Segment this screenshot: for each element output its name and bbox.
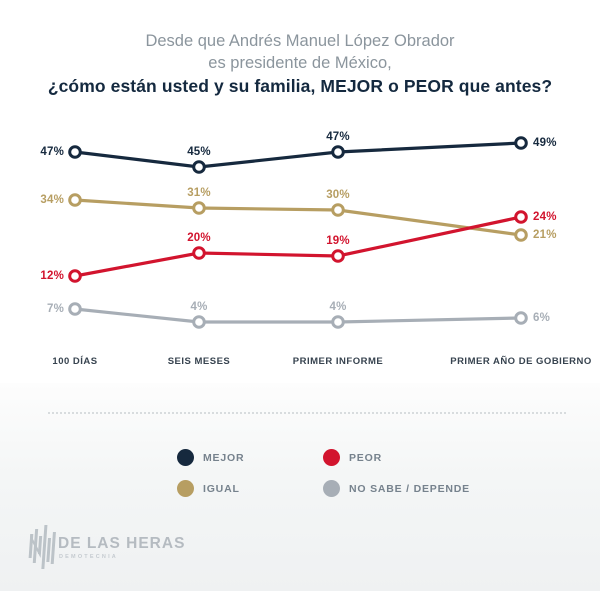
data-point-peor-1	[194, 248, 205, 259]
data-point-label-no-sabe-depende-2: 4%	[329, 301, 346, 313]
data-point-label-peor-3: 24%	[533, 211, 557, 223]
legend-item-mejor: MEJOR	[177, 449, 323, 466]
legend-label-igual: IGUAL	[203, 483, 240, 495]
x-axis-label-2: PRIMER INFORME	[293, 356, 383, 367]
x-axis-label-1: SEIS MESES	[168, 356, 231, 367]
series-line-no-sabe-depende	[75, 309, 521, 322]
data-point-mejor-0	[70, 147, 81, 158]
data-point-label-igual-1: 31%	[187, 187, 211, 199]
infographic-page: Desde que Andrés Manuel López Obrador es…	[0, 0, 600, 591]
data-point-label-igual-3: 21%	[533, 229, 557, 241]
x-axis-label-3: PRIMER AÑO DE GOBIERNO	[450, 356, 592, 367]
data-point-label-no-sabe-depende-0: 7%	[47, 303, 64, 315]
data-point-label-peor-0: 12%	[40, 270, 64, 282]
chart-legend: MEJOR PEOR IGUAL NO SABE / DEPENDE	[177, 442, 470, 504]
data-point-mejor-3	[516, 138, 527, 149]
brand-subtitle: DEMOTECNIA	[59, 554, 118, 560]
series-line-mejor	[75, 143, 521, 167]
data-point-peor-0	[70, 271, 81, 282]
data-point-label-no-sabe-depende-1: 4%	[190, 301, 207, 313]
legend-swatch-igual	[177, 480, 194, 497]
x-axis-label-0: 100 DÍAS	[52, 356, 97, 367]
legend-swatch-no-sabe-depende	[323, 480, 340, 497]
legend-item-igual: IGUAL	[177, 480, 323, 497]
chart-svg	[0, 110, 600, 380]
title-line-2: es presidente de México,	[0, 53, 600, 75]
data-point-igual-1	[194, 203, 205, 214]
legend-swatch-mejor	[177, 449, 194, 466]
data-point-label-mejor-3: 49%	[533, 137, 557, 149]
line-chart: 47% 45% 47% 49% 34% 31% 30% 21% 12% 20% 19% 24% 7% 4%…	[0, 110, 600, 380]
data-point-mejor-2	[333, 147, 344, 158]
data-point-no-sabe-depende-1	[194, 317, 205, 328]
legend-label-mejor: MEJOR	[203, 452, 244, 464]
data-point-label-no-sabe-depende-3: 6%	[533, 312, 550, 324]
chart-title: Desde que Andrés Manuel López Obrador es…	[0, 31, 600, 98]
data-point-label-mejor-0: 47%	[40, 146, 64, 158]
data-point-peor-3	[516, 212, 527, 223]
data-point-igual-2	[333, 205, 344, 216]
data-point-no-sabe-depende-0	[70, 304, 81, 315]
legend-swatch-peor	[323, 449, 340, 466]
data-point-igual-0	[70, 195, 81, 206]
legend-label-no-sabe-depende: NO SABE / DEPENDE	[349, 483, 470, 495]
legend-label-peor: PEOR	[349, 452, 382, 464]
brand-name: DE LAS HERAS	[58, 535, 185, 553]
de-las-heras-logo-icon	[28, 524, 56, 570]
data-point-no-sabe-depende-3	[516, 313, 527, 324]
data-point-label-peor-1: 20%	[187, 232, 211, 244]
data-point-label-igual-0: 34%	[40, 194, 64, 206]
legend-item-no-sabe-depende: NO SABE / DEPENDE	[323, 480, 470, 497]
data-point-no-sabe-depende-2	[333, 317, 344, 328]
data-point-mejor-1	[194, 162, 205, 173]
data-point-label-peor-2: 19%	[326, 235, 350, 247]
dotted-divider	[48, 412, 566, 414]
legend-item-peor: PEOR	[323, 449, 470, 466]
footer-logo: DE LAS HERAS DEMOTECNIA	[28, 523, 248, 573]
data-point-label-igual-2: 30%	[326, 189, 350, 201]
data-point-label-mejor-1: 45%	[187, 146, 211, 158]
data-point-peor-2	[333, 251, 344, 262]
data-point-label-mejor-2: 47%	[326, 131, 350, 143]
title-question: ¿cómo están usted y su familia, MEJOR o …	[0, 74, 600, 98]
title-line-1: Desde que Andrés Manuel López Obrador	[0, 31, 600, 53]
data-point-igual-3	[516, 230, 527, 241]
